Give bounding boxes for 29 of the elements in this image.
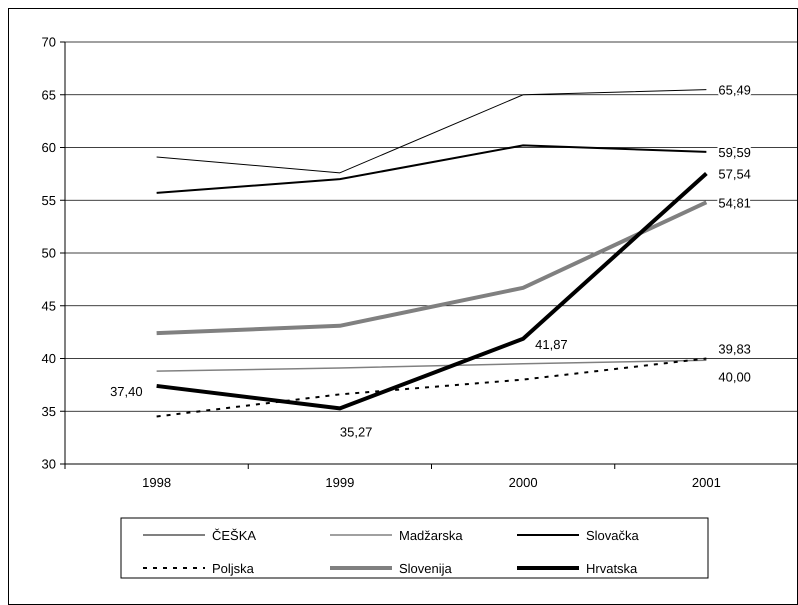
line-series	[156, 360, 708, 372]
y-tick-label: 40	[42, 351, 56, 366]
legend-label: Hrvatska	[586, 561, 638, 576]
line-series	[154, 200, 708, 336]
legend-label: Poljska	[212, 561, 255, 576]
legend-label: Madžarska	[399, 528, 464, 543]
legend-label: Slovačka	[586, 528, 640, 543]
data-label: 39,83	[718, 341, 751, 356]
y-tick-label: 65	[42, 87, 56, 102]
x-tick-label: 1999	[325, 475, 354, 490]
data-label: 57,54	[718, 166, 751, 182]
x-tick-label: 2001	[692, 475, 721, 490]
y-tick-label: 45	[42, 298, 56, 314]
x-tick-label: 2000	[508, 475, 538, 490]
x-tick-label: 1998	[142, 475, 172, 490]
data-label: 35,27	[340, 424, 372, 440]
legend-label: ČEŠKA	[212, 528, 256, 543]
y-tick-label: 55	[42, 192, 56, 208]
y-tick-label: 50	[42, 246, 56, 260]
data-label: 41,87	[535, 336, 568, 352]
y-tick-label: 35	[42, 404, 56, 419]
data-label: 59,59	[718, 144, 751, 160]
data-label: 37,40	[110, 384, 143, 399]
y-tick-label: 60	[42, 140, 56, 155]
y-tick-label: 30	[42, 456, 56, 472]
data-label: 40,00	[718, 370, 751, 384]
y-tick-label: 70	[42, 34, 56, 50]
data-label: 65,49	[718, 82, 751, 98]
legend-label: Slovenija	[399, 561, 453, 576]
